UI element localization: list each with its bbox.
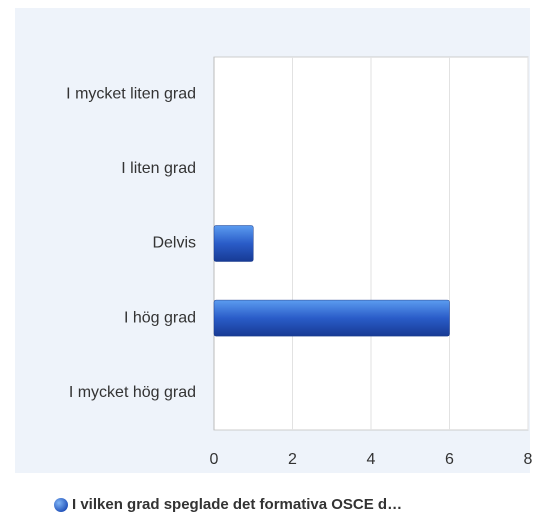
y-tick-label: I mycket liten grad (66, 86, 196, 103)
bar (213, 225, 254, 262)
legend-marker (54, 498, 68, 512)
y-tick-label: I hög grad (124, 309, 196, 326)
x-tick-label: 6 (445, 451, 454, 468)
x-tick-label: 2 (288, 451, 297, 468)
x-tick-label: 4 (367, 451, 376, 468)
y-tick-label: I mycket hög grad (69, 384, 196, 401)
bar (213, 299, 450, 337)
x-tick-label: 0 (210, 451, 219, 468)
y-tick-label: I liten grad (121, 160, 196, 177)
x-tick-label: 8 (524, 451, 533, 468)
y-tick-label: Delvis (152, 235, 196, 252)
legend-label: I vilken grad speglade det formativa OSC… (72, 496, 402, 513)
